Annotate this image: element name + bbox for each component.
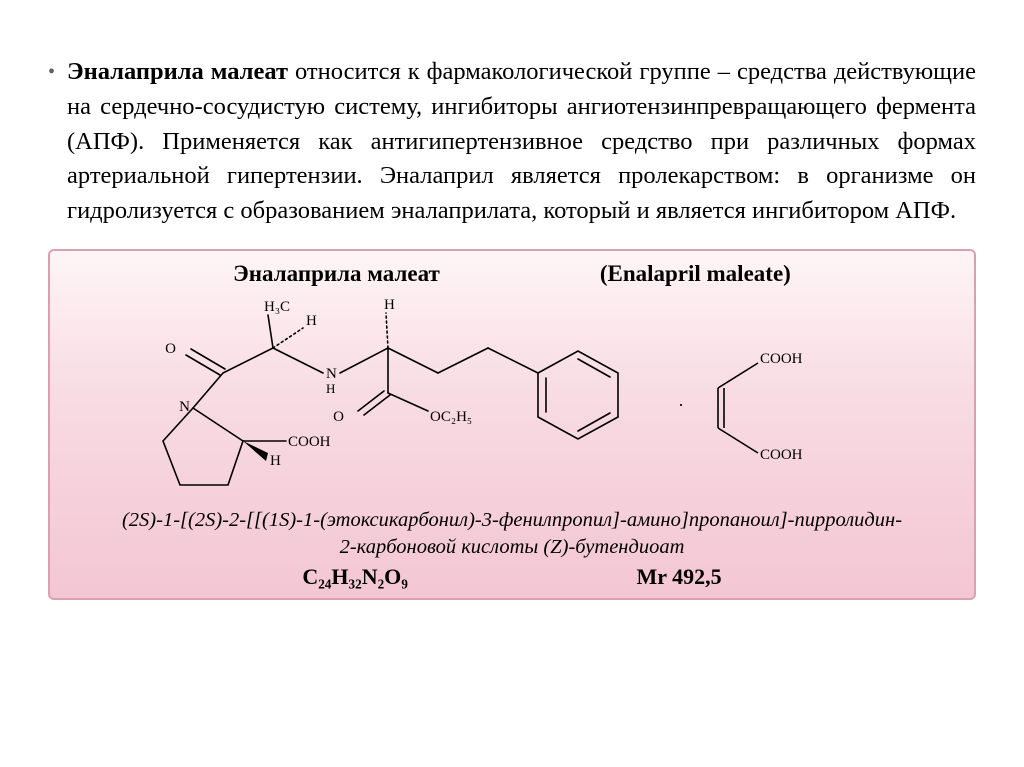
- chemical-panel: Эналаприла малеат (Enalapril maleate): [48, 249, 976, 600]
- salt-dot: ·: [678, 395, 684, 415]
- label-oc2h5: OC₂H₅: [430, 409, 472, 425]
- formula-row: C₂₄H₃₂N₂O₉ Mr 492,5: [68, 564, 956, 590]
- label-cooh-top: COOH: [760, 351, 803, 367]
- label-h-ring: H: [270, 453, 281, 469]
- title-en: (Enalapril maleate): [600, 261, 791, 287]
- label-h2: H: [384, 297, 395, 313]
- main-paragraph: Эналаприла малеат относится к фармаколог…: [67, 55, 976, 229]
- chemical-structure-svg: O N H₃C H N H H O OC₂H₅ COOH H · COOH CO…: [68, 293, 948, 503]
- label-n-ring: N: [179, 399, 190, 415]
- label-nh-h: H: [326, 381, 335, 396]
- label-cooh-ring: COOH: [288, 434, 331, 450]
- title-ru: Эналаприла малеат: [233, 261, 440, 287]
- structure-diagram: O N H₃C H N H H O OC₂H₅ COOH H · COOH CO…: [68, 293, 956, 503]
- label-cooh-bot: COOH: [760, 447, 803, 463]
- iupac-line2: 2-карбоновой кислоты (Z)-бутендиоат: [340, 536, 685, 558]
- label-nh: N: [326, 366, 337, 382]
- paragraph-lead: Эналаприла малеат: [67, 58, 288, 85]
- label-h3c: H₃C: [264, 299, 290, 315]
- molecular-formula: C₂₄H₃₂N₂O₉: [302, 564, 408, 590]
- label-h1: H: [306, 313, 317, 329]
- label-o: O: [165, 341, 176, 357]
- iupac-name: (2S)-1-[(2S)-2-[[(1S)-1-(этоксикарбонил)…: [68, 507, 956, 560]
- paragraph-block: • Эналаприла малеат относится к фармакол…: [48, 55, 976, 229]
- molar-mass: Mr 492,5: [637, 564, 722, 590]
- bullet-icon: •: [48, 55, 55, 86]
- panel-title-row: Эналаприла малеат (Enalapril maleate): [68, 261, 956, 287]
- label-o2: O: [333, 409, 344, 425]
- iupac-line1: (2S)-1-[(2S)-2-[[(1S)-1-(этоксикарбонил)…: [122, 509, 902, 531]
